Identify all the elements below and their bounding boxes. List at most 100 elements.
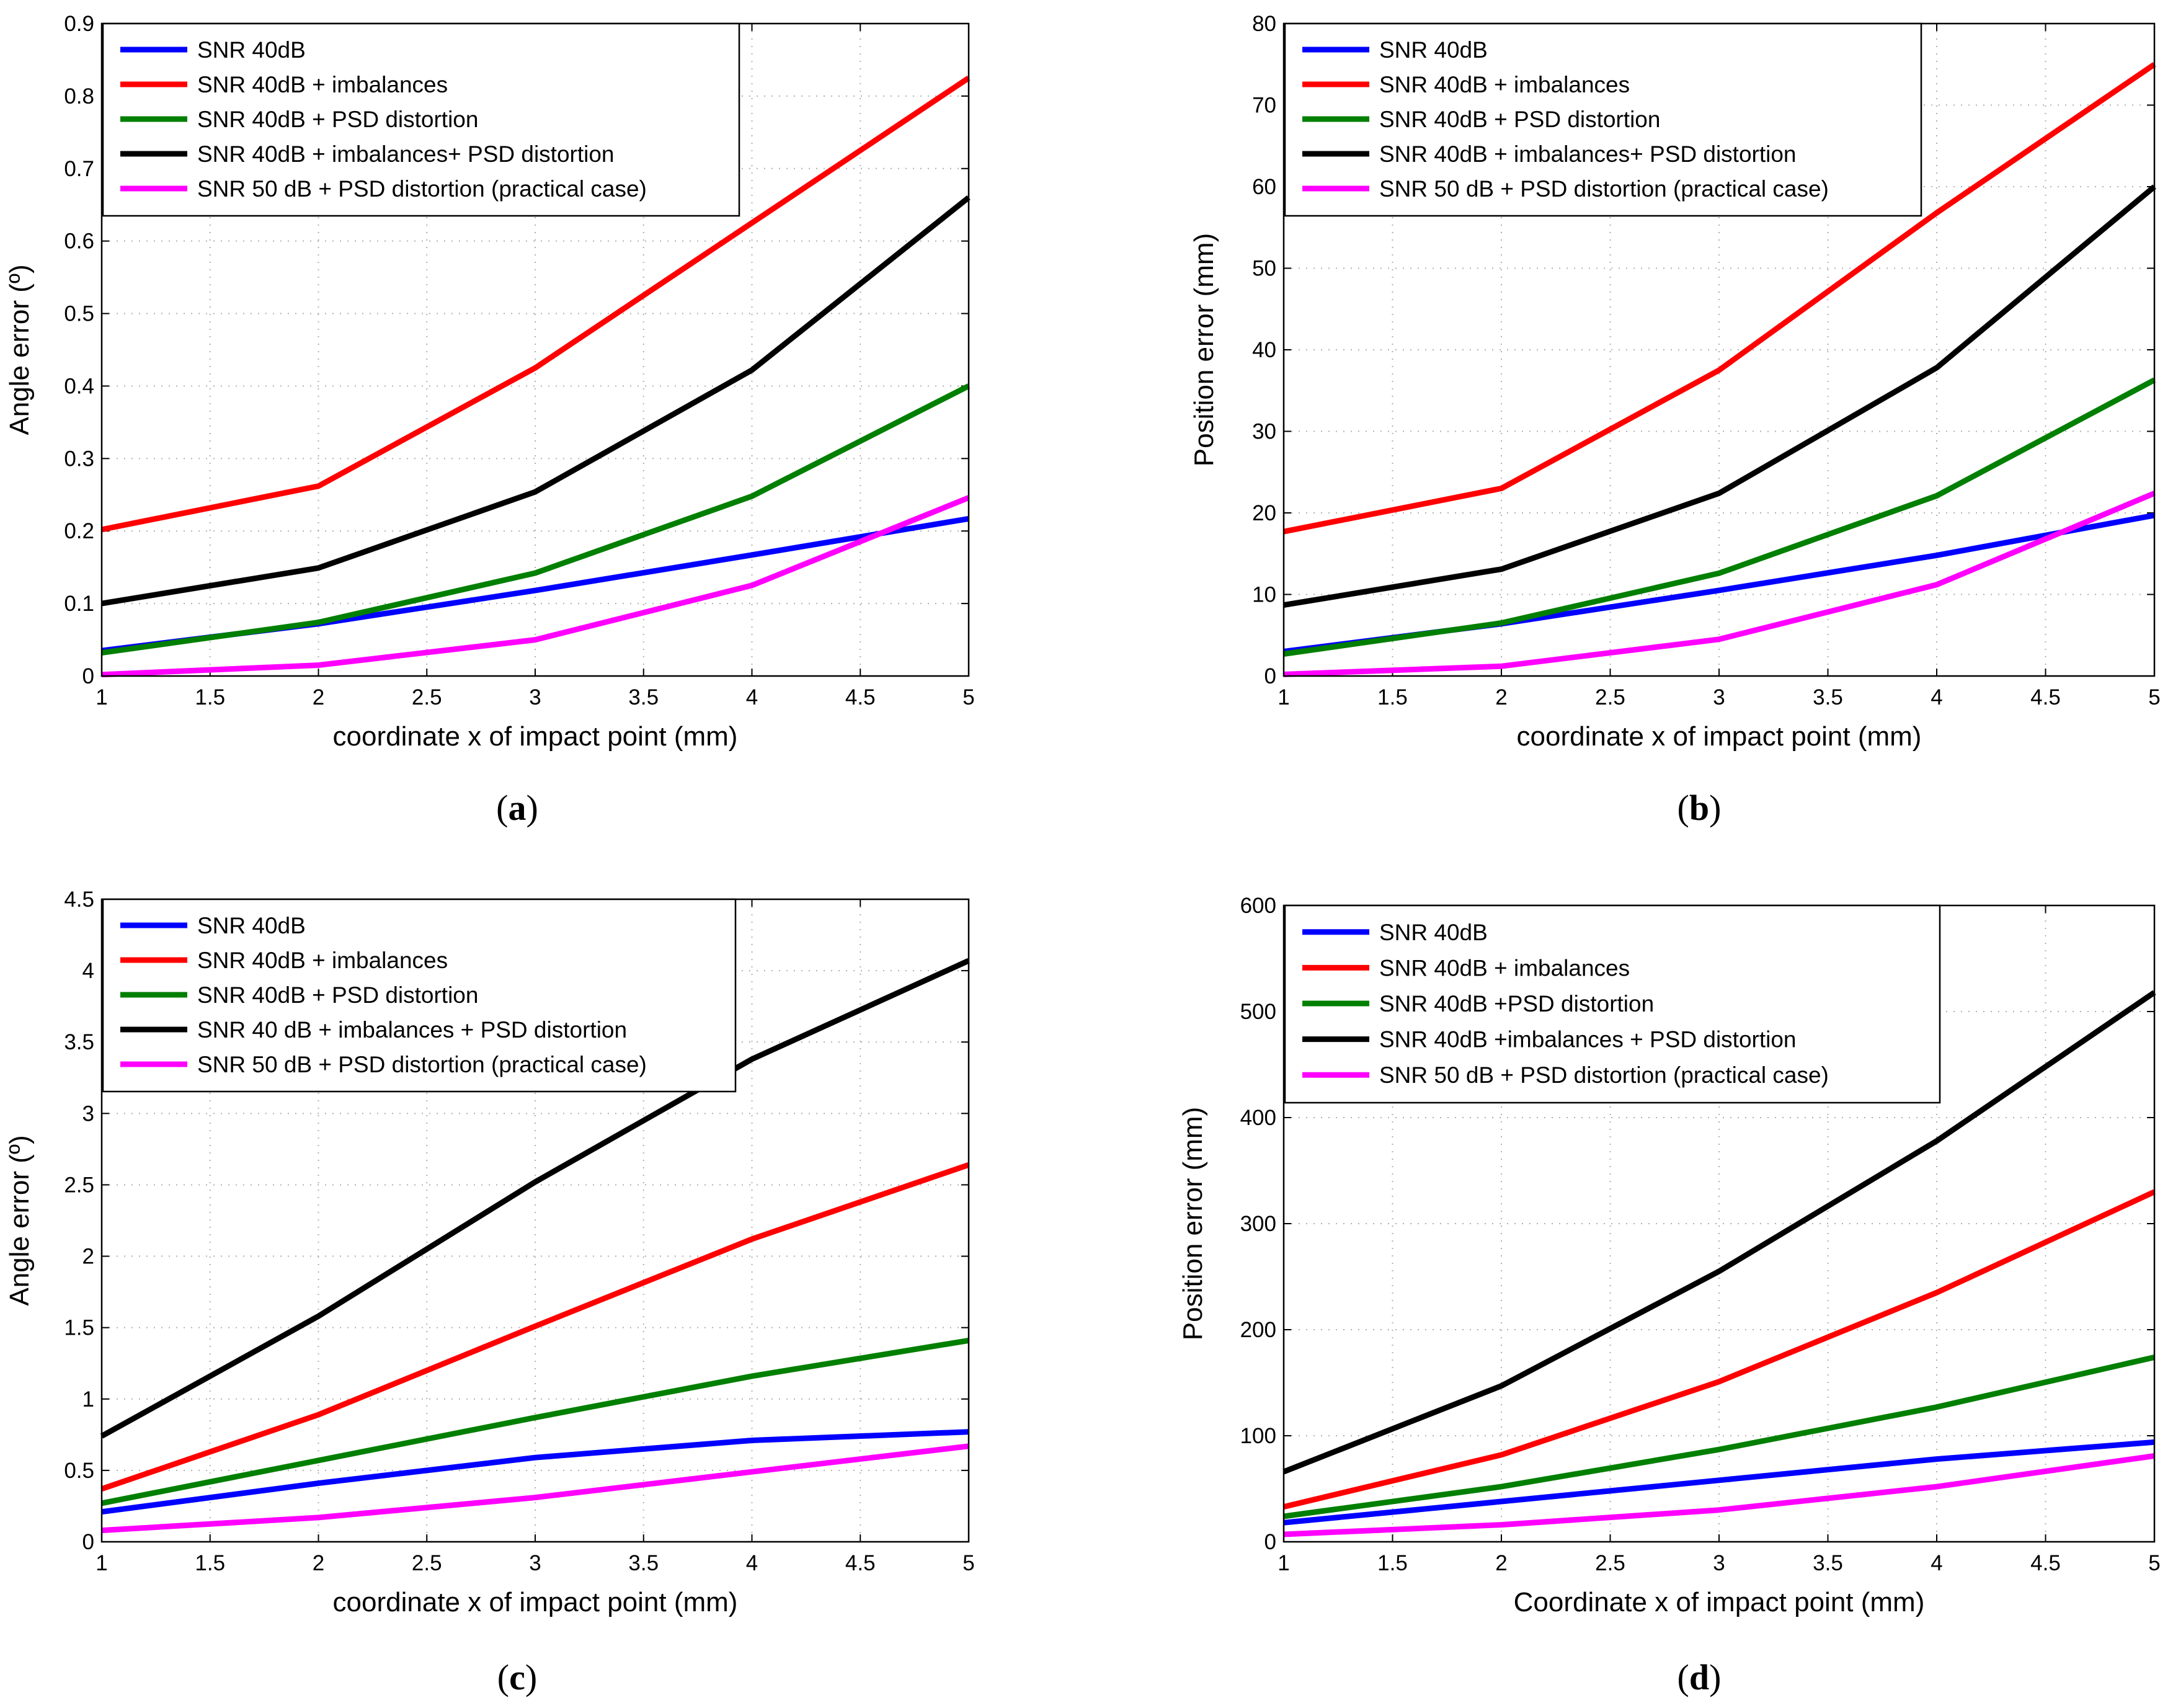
y-tick-label: 70: [1252, 94, 1276, 118]
x-tick-label: 2: [1495, 1551, 1507, 1575]
panel-caption: (a): [496, 788, 538, 828]
legend-entry: SNR 50 dB + PSD distortion (practical ca…: [1379, 1062, 1829, 1088]
legend-entry: SNR 40dB: [1379, 37, 1488, 63]
x-tick-label: 4: [1931, 1551, 1942, 1575]
x-tick-label: 2: [1495, 685, 1507, 709]
y-tick-label: 3.5: [64, 1030, 94, 1054]
x-tick-label: 3: [529, 685, 541, 709]
x-tick-label: 4.5: [845, 685, 876, 709]
legend-entry: SNR 40dB + imbalances: [1379, 955, 1630, 981]
x-tick-label: 1.5: [1377, 1551, 1408, 1575]
x-tick-label: 5: [962, 685, 974, 709]
legend: SNR 40dB SNR 40dB + imbalances SNR 40dB +P…: [1284, 904, 1941, 1104]
legend-box: [102, 22, 740, 217]
chart-panel-d: 1 1.5 2 2.5 3 3.5 4 4.5 5 0 100 200 300 400 500 600 SNR …: [1178, 894, 2161, 1697]
y-axis-label: Angle error (º): [4, 1135, 35, 1305]
y-tick-label: 0.5: [64, 302, 94, 326]
y-tick-label: 4.5: [64, 887, 94, 912]
legend-entry: SNR 40dB: [197, 913, 306, 938]
y-tick-label: 2: [82, 1245, 94, 1269]
chart-panel-a: 1 1.5 2 2.5 3 3.5 4 4.5 5 0 0.1 0.2 0.3 0.4 0.5 0.6 0.7 0…: [4, 12, 975, 828]
legend-entry: SNR 40dB + imbalances: [1379, 72, 1630, 97]
legend-entry: SNR 50 dB + PSD distortion (practical ca…: [1379, 176, 1829, 202]
x-tick-label: 4: [746, 685, 758, 709]
series-line-2: [100, 1162, 970, 1492]
legend-entry: SNR 40dB + PSD distortion: [197, 982, 478, 1008]
x-tick-label: 1: [96, 1551, 107, 1575]
x-tick-label: 1.5: [1377, 685, 1408, 709]
x-tick-label: 5: [962, 1551, 974, 1575]
y-tick-label: 500: [1240, 1000, 1276, 1024]
caption-letter: c: [509, 1657, 525, 1697]
y-tick-label: 20: [1252, 501, 1276, 525]
series-line-5: [1283, 1453, 2155, 1537]
x-tick-label: 3: [1713, 685, 1725, 709]
y-tick-label: 400: [1240, 1106, 1276, 1130]
panel-caption: (d): [1678, 1657, 1722, 1697]
legend-entry: SNR 40dB + imbalances: [197, 948, 448, 973]
legend-entry: SNR 40dB + imbalances+ PSD distortion: [1379, 141, 1797, 167]
x-tick-label: 4: [1931, 685, 1942, 709]
x-tick-label: 3: [529, 1551, 541, 1575]
x-tick-label: 2.5: [1595, 685, 1625, 709]
caption-letter: a: [509, 788, 527, 828]
panel-caption: (c): [497, 1657, 537, 1697]
y-tick-label: 0: [1264, 1530, 1276, 1554]
y-tick-label: 0.1: [64, 592, 94, 616]
legend-box: [1284, 22, 1922, 217]
y-tick-label: 0: [82, 1530, 94, 1554]
x-tick-label: 4.5: [2030, 1551, 2061, 1575]
y-tick-label: 0.8: [64, 84, 94, 109]
x-tick-label: 4.5: [2030, 685, 2061, 709]
y-tick-label: 3: [82, 1101, 94, 1126]
y-tick-label: 600: [1240, 894, 1276, 918]
series-line-3: [101, 1337, 969, 1506]
y-tick-label: 0.2: [64, 519, 94, 543]
y-tick-label: 30: [1252, 420, 1276, 444]
caption-paren-open: (: [496, 788, 508, 828]
x-tick-label: 3.5: [1813, 1551, 1843, 1575]
x-axis-label: coordinate x of impact point (mm): [333, 1587, 738, 1617]
caption-paren-close: ): [527, 788, 538, 828]
series-line-5: [101, 495, 970, 678]
x-tick-label: 4.5: [845, 1551, 876, 1575]
legend-entry: SNR 50 dB + PSD distortion (practical ca…: [197, 1052, 647, 1077]
y-tick-label: 40: [1252, 338, 1276, 362]
x-tick-label: 5: [2148, 685, 2160, 709]
y-tick-label: 1: [82, 1387, 94, 1412]
y-tick-label: 0.4: [64, 374, 94, 398]
x-axis-label: Coordinate x of impact point (mm): [1514, 1587, 1925, 1617]
y-tick-label: 100: [1240, 1424, 1276, 1448]
x-tick-label: 2: [313, 1551, 324, 1575]
caption-paren-open: (: [1678, 1657, 1689, 1697]
y-tick-label: 0.5: [64, 1459, 94, 1483]
y-tick-label: 60: [1252, 175, 1276, 199]
y-tick-label: 1.5: [64, 1316, 94, 1340]
y-tick-label: 4: [82, 959, 94, 983]
legend: SNR 40dB SNR 40dB + imbalances SNR 40dB + …: [102, 22, 740, 217]
x-tick-label: 3: [1713, 1551, 1725, 1575]
x-tick-label: 4: [746, 1551, 758, 1575]
series-line-5: [1283, 491, 2156, 677]
x-axis-label: coordinate x of impact point (mm): [1517, 721, 1922, 752]
y-tick-label: 0.3: [64, 447, 94, 471]
series-line-4: [1282, 990, 2156, 1475]
legend-entry: SNR 40dB + imbalances+ PSD distortion: [197, 141, 615, 167]
legend-entry: SNR 50 dB + PSD distortion (practical ca…: [197, 176, 647, 202]
x-tick-label: 1: [1278, 685, 1289, 709]
y-tick-label: 10: [1252, 583, 1276, 607]
y-tick-label: 2.5: [64, 1173, 94, 1197]
legend-entry: SNR 40dB: [197, 37, 306, 63]
caption-paren-close: ): [1709, 1657, 1721, 1697]
x-tick-label: 2.5: [412, 1551, 442, 1575]
series-line-2: [1282, 1189, 2156, 1510]
y-tick-label: 0.7: [64, 157, 94, 181]
y-tick-label: 50: [1252, 257, 1276, 281]
y-tick-label: 0.6: [64, 229, 94, 254]
x-axis-label: coordinate x of impact point (mm): [333, 721, 738, 752]
legend-entry: SNR 40dB + PSD distortion: [1379, 107, 1660, 132]
series-line-4: [100, 958, 970, 1439]
y-tick-label: 0: [82, 664, 94, 688]
